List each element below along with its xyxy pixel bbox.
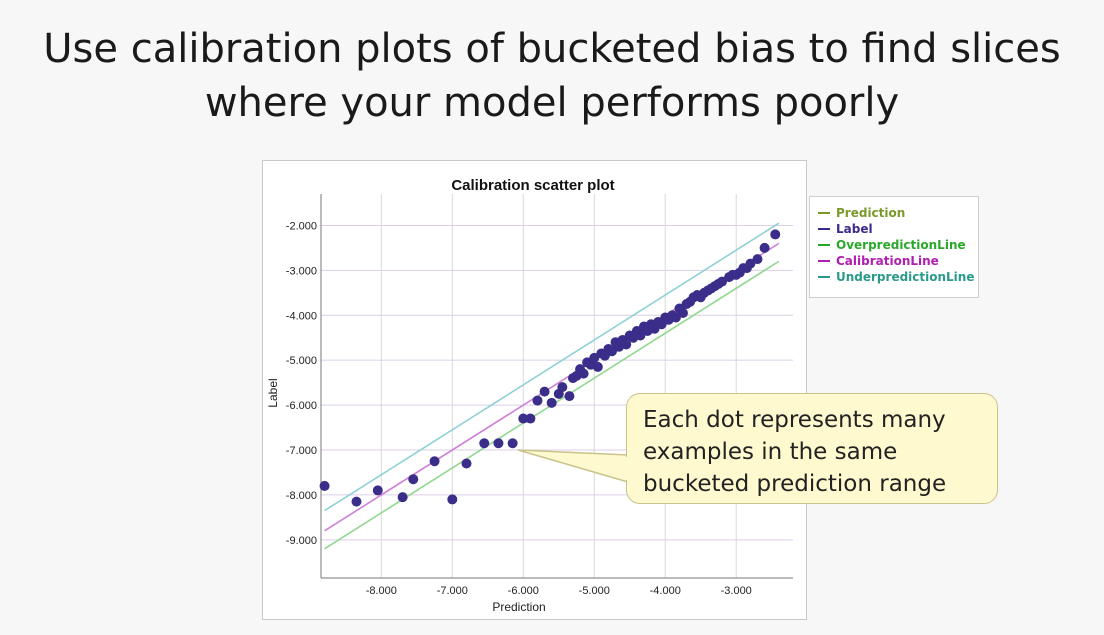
data-point	[319, 480, 330, 491]
underprediction-line	[324, 222, 780, 512]
data-point	[717, 276, 728, 287]
legend-swatch-underprediction-line	[818, 276, 830, 278]
y-tick-label: -9.000	[286, 535, 317, 547]
y-tick-label: -8.000	[286, 490, 317, 502]
callout-line-1: Each dot represents many	[643, 407, 946, 433]
data-point	[408, 474, 419, 485]
data-point	[479, 438, 490, 449]
x-tick-label: -4.000	[650, 585, 681, 597]
slide-title-line-1: Use calibration plots of bucketed bias t…	[43, 26, 1061, 72]
data-point	[447, 494, 458, 505]
y-tick-label: -5.000	[286, 355, 317, 367]
y-tick-label: -4.000	[286, 310, 317, 322]
legend-swatch-prediction	[818, 212, 830, 214]
legend-item-overprediction-line: OverpredictionLine	[818, 237, 978, 253]
data-point	[557, 382, 568, 393]
data-point	[539, 386, 550, 397]
legend-label-overprediction-line: OverpredictionLine	[836, 238, 966, 252]
legend-item-calibration-line: CalibrationLine	[818, 253, 978, 269]
data-point	[525, 413, 536, 424]
data-point	[429, 456, 440, 467]
legend-item-label: Label	[818, 221, 978, 237]
data-point	[518, 413, 529, 424]
data-point	[677, 308, 688, 319]
legend-label-calibration-line: CalibrationLine	[836, 254, 939, 268]
data-point	[592, 361, 603, 372]
callout-box: Each dot represents many examples in the…	[626, 393, 998, 504]
data-point	[770, 229, 781, 240]
legend-item-underprediction-line: UnderpredictionLine	[818, 269, 978, 285]
x-tick-label: -6.000	[508, 585, 539, 597]
data-point	[507, 438, 518, 449]
data-point	[546, 397, 557, 408]
x-axis-label: Prediction	[492, 600, 545, 614]
callout-line-2: examples in the same	[643, 439, 898, 465]
data-point	[607, 346, 618, 357]
y-tick-label: -7.000	[286, 445, 317, 457]
data-point	[461, 458, 472, 469]
data-points	[319, 229, 781, 507]
data-point	[372, 485, 383, 496]
data-point	[635, 330, 646, 341]
slide-title-line-2: where your model performs poorly	[204, 80, 900, 126]
slide-title: Use calibration plots of bucketed bias t…	[0, 22, 1104, 130]
data-point	[759, 242, 770, 253]
data-point	[397, 492, 408, 503]
legend-item-prediction: Prediction	[818, 205, 978, 221]
data-point	[493, 438, 504, 449]
legend-label-label: Label	[836, 222, 873, 236]
y-tick-label: -2.000	[286, 220, 317, 232]
x-tick-label: -3.000	[721, 585, 752, 597]
legend-label-prediction: Prediction	[836, 206, 906, 220]
data-point	[564, 391, 575, 402]
legend-swatch-overprediction-line	[818, 244, 830, 246]
legend-swatch-calibration-line	[818, 260, 830, 262]
x-tick-label: -8.000	[366, 585, 397, 597]
data-point	[621, 339, 632, 350]
data-point	[589, 352, 600, 363]
legend-label-underprediction-line: UnderpredictionLine	[836, 270, 975, 284]
legend-swatch-label	[818, 228, 830, 230]
x-tick-label: -7.000	[437, 585, 468, 597]
x-tick-label: -5.000	[579, 585, 610, 597]
tick-labels: -8.000 -7.000 -6.000 -5.000 -4.000 -3.000 -2.0…	[286, 220, 752, 597]
axes	[320, 194, 793, 579]
chart-legend: Prediction Label OverpredictionLine Cali…	[809, 196, 979, 298]
data-point	[745, 258, 756, 269]
data-point	[578, 368, 589, 379]
chart-title: Calibration scatter plot	[451, 177, 614, 194]
data-point	[351, 496, 362, 507]
y-axis-label: Label	[266, 378, 280, 407]
data-point	[752, 254, 763, 265]
y-tick-label: -3.000	[286, 265, 317, 277]
callout-line-3: bucketed prediction range	[643, 471, 947, 497]
y-tick-label: -6.000	[286, 400, 317, 412]
data-point	[532, 395, 543, 406]
data-point	[670, 312, 681, 323]
